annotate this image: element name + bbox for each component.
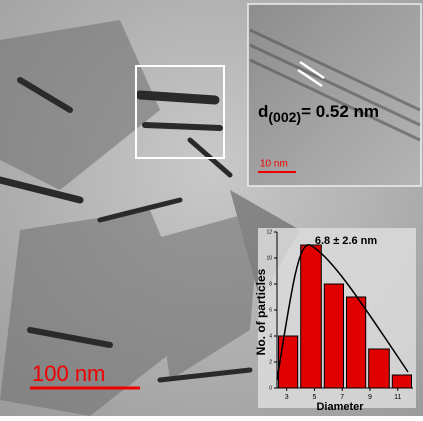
figure: d(002)= 0.52 nm 10 nm 100 nm 3 5 7 9 11 0 2 4 6 8…: [0, 0, 423, 416]
x-tick-label: 11: [394, 394, 401, 401]
y-tick-label: 12: [266, 229, 272, 235]
y-tick-label: 10: [266, 255, 272, 261]
chart-title: 6.8 ± 2.6 nm: [315, 235, 378, 247]
x-tick-label: 7: [340, 394, 344, 401]
x-tick-label: 5: [313, 394, 317, 401]
x-tick-label: 3: [285, 394, 289, 401]
bar: [324, 284, 343, 388]
bar: [369, 349, 390, 388]
bar: [392, 375, 411, 388]
inset-scale-label: 10 nm: [260, 159, 288, 170]
y-tick-label: 8: [269, 281, 272, 287]
y-tick-label: 4: [269, 333, 272, 339]
x-axis-label: Diameter: [316, 401, 364, 413]
y-axis-label: No. of particles: [254, 268, 268, 355]
scale-label: 100 nm: [32, 361, 105, 386]
bar: [301, 245, 322, 388]
y-tick-label: 6: [269, 307, 272, 313]
d-symbol: d: [258, 102, 268, 121]
d-index: (002): [268, 109, 301, 125]
bar: [279, 336, 298, 388]
y-tick-label: 2: [269, 359, 272, 365]
y-tick-label: 0: [269, 385, 272, 391]
bar: [347, 297, 366, 388]
d-value: = 0.52 nm: [301, 102, 379, 121]
x-tick-label: 9: [368, 394, 372, 401]
